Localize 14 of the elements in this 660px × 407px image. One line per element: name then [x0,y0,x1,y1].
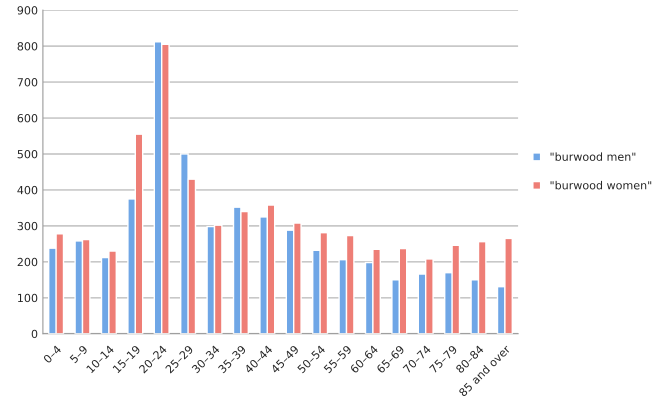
y-tick-label: 200 [18,258,38,266]
x-tick-label: 0–4 [42,344,62,364]
y-tick-label: 0 [32,330,38,338]
y-tick-label: 100 [18,294,38,302]
y-tick-label: 300 [18,222,38,230]
y-tick-label: 800 [18,42,38,51]
legend-label: "burwood women" [550,180,652,190]
y-tick-label: 600 [18,114,38,122]
x-tick-label: 5–9 [69,344,88,364]
y-tick-label: 500 [18,150,38,158]
y-tick-label: 900 [18,6,38,15]
legend-label: "burwood men" [550,152,636,161]
y-tick-label: 700 [18,78,38,86]
y-tick-label: 400 [17,186,38,194]
